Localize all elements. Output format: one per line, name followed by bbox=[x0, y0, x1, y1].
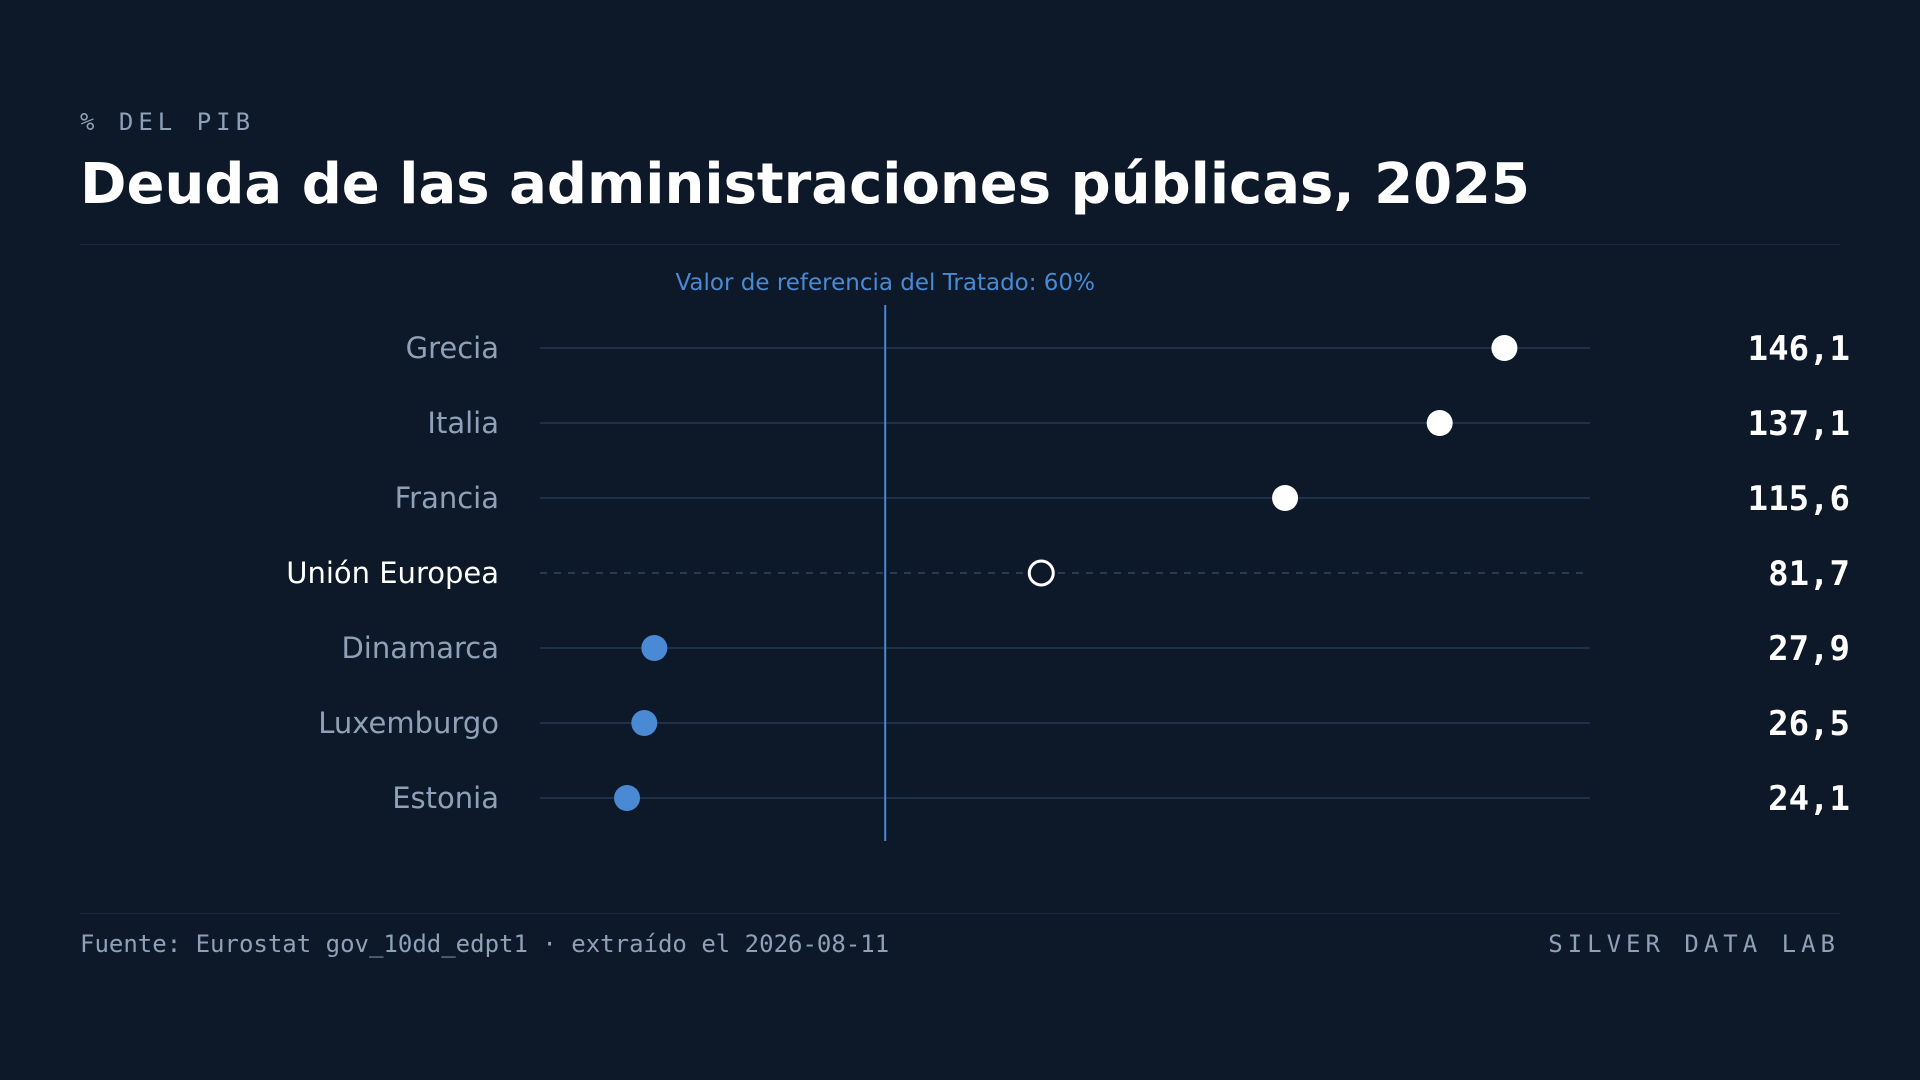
data-point bbox=[641, 635, 668, 661]
data-point bbox=[1272, 485, 1299, 511]
footer-divider bbox=[80, 913, 1840, 914]
data-point bbox=[1491, 335, 1518, 361]
category-label: Dinamarca bbox=[341, 631, 499, 665]
value-label: 24,1 bbox=[1768, 779, 1850, 819]
value-label: 115,6 bbox=[1748, 479, 1850, 519]
category-label: Grecia bbox=[406, 331, 499, 365]
source-note: Fuente: Eurostat gov_10dd_edpt1 · extraí… bbox=[80, 930, 890, 958]
value-label: 81,7 bbox=[1768, 554, 1850, 594]
aggregate-data-point bbox=[1027, 559, 1055, 587]
category-label: Estonia bbox=[392, 781, 499, 815]
value-label: 27,9 bbox=[1768, 629, 1850, 669]
category-label: Francia bbox=[395, 481, 499, 515]
category-label: Luxemburgo bbox=[318, 706, 499, 740]
value-label: 146,1 bbox=[1748, 329, 1850, 369]
brand-label: SILVER DATA LAB bbox=[1548, 930, 1840, 958]
category-label: Unión Europea bbox=[286, 556, 499, 590]
data-point bbox=[631, 710, 658, 736]
chart-eyebrow: % DEL PIB bbox=[80, 108, 256, 136]
data-point bbox=[614, 785, 641, 811]
header-divider bbox=[80, 244, 1840, 245]
chart-title: Deuda de las administraciones públicas, … bbox=[80, 152, 1530, 217]
category-label: Italia bbox=[427, 406, 499, 440]
reference-line-label: Valor de referencia del Tratado: 60% bbox=[675, 270, 1094, 296]
value-label: 26,5 bbox=[1768, 704, 1850, 744]
data-point bbox=[1426, 410, 1453, 436]
value-label: 137,1 bbox=[1748, 404, 1850, 444]
